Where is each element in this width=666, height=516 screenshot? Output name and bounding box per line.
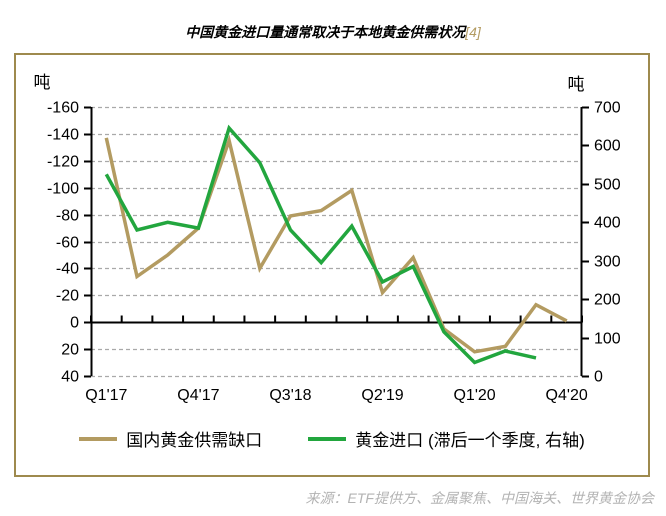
- legend-item-gap: 国内黄金供需缺口: [79, 426, 262, 451]
- right-axis-tick-label: 100: [594, 331, 621, 348]
- x-axis-tick-label: Q1'20: [453, 387, 495, 404]
- gap-series-line: [104, 134, 568, 354]
- left-axis-tick-label: 40: [61, 369, 79, 386]
- imports-series-line: [104, 124, 537, 365]
- right-axis-tick-label: 700: [594, 100, 621, 117]
- imports-line-swatch: [308, 436, 347, 441]
- left-axis-tick-label: -100: [47, 181, 79, 198]
- right-axis-tick-label: 200: [594, 292, 621, 309]
- right-axis-tick-label: 600: [594, 138, 621, 155]
- left-axis-tick-label: -140: [47, 127, 79, 144]
- x-axis-tick-label: Q1'17: [85, 387, 127, 404]
- left-axis-tick-label: -160: [47, 100, 79, 117]
- x-axis-tick-label: Q2'19: [361, 387, 403, 404]
- right-axis-tick-label: 500: [594, 177, 621, 194]
- left-axis-tick-label: -20: [56, 288, 79, 305]
- left-axis-tick-label: -40: [56, 261, 79, 278]
- legend: 国内黄金供需缺口 黄金进口 (滞后一个季度, 右轴): [14, 426, 650, 451]
- x-axis-tick-label: Q4'17: [177, 387, 219, 404]
- left-axis-unit-label: 吨: [34, 73, 51, 92]
- legend-item-imports: 黄金进口 (滞后一个季度, 右轴): [308, 426, 585, 451]
- legend-label-imports: 黄金进口 (滞后一个季度, 右轴): [355, 431, 585, 450]
- gap-line-swatch: [79, 436, 118, 441]
- left-axis-tick-label: -80: [56, 208, 79, 225]
- legend-label-gap: 国内黄金供需缺口: [126, 431, 263, 450]
- left-axis-tick-label: 0: [70, 315, 79, 332]
- right-axis-tick-label: 400: [594, 215, 621, 232]
- right-axis-unit-label: 吨: [568, 75, 585, 94]
- left-axis-tick-label: 20: [61, 342, 79, 359]
- left-axis-tick-label: -60: [56, 235, 79, 252]
- source-note: 来源：ETF提供方、金属聚焦、中国海关、世界黄金协会: [305, 490, 654, 506]
- chart-title: 中国黄金进口量通常取决于本地黄金供需状况[4]: [0, 22, 666, 42]
- x-axis-tick-label: Q3'18: [269, 387, 311, 404]
- chart-border-box: [14, 53, 650, 477]
- right-axis-tick-label: 0: [594, 369, 603, 386]
- right-axis-tick-label: 300: [594, 254, 621, 271]
- chart-title-text: 中国黄金进口量通常取决于本地黄金供需状况: [185, 24, 466, 40]
- left-axis-tick-label: -120: [47, 154, 79, 171]
- chart-title-reference: [4]: [465, 24, 481, 40]
- x-axis-tick-label: Q4'20: [546, 387, 588, 404]
